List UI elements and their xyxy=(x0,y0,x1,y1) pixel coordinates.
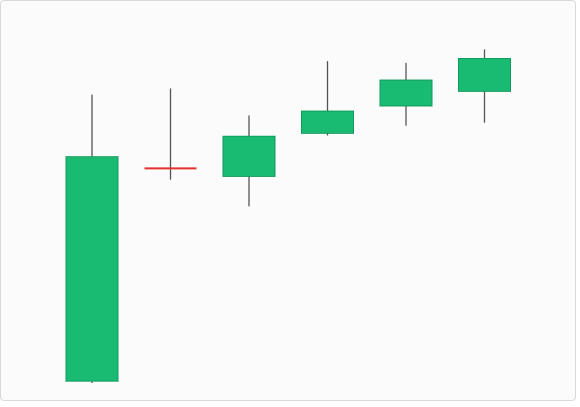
candle-body-4 xyxy=(301,110,354,134)
candle-body-3 xyxy=(222,135,276,177)
candle-body-6 xyxy=(458,58,511,92)
candle-body-5 xyxy=(379,79,433,107)
candles-group xyxy=(65,49,511,383)
candle-body-1 xyxy=(65,156,119,382)
